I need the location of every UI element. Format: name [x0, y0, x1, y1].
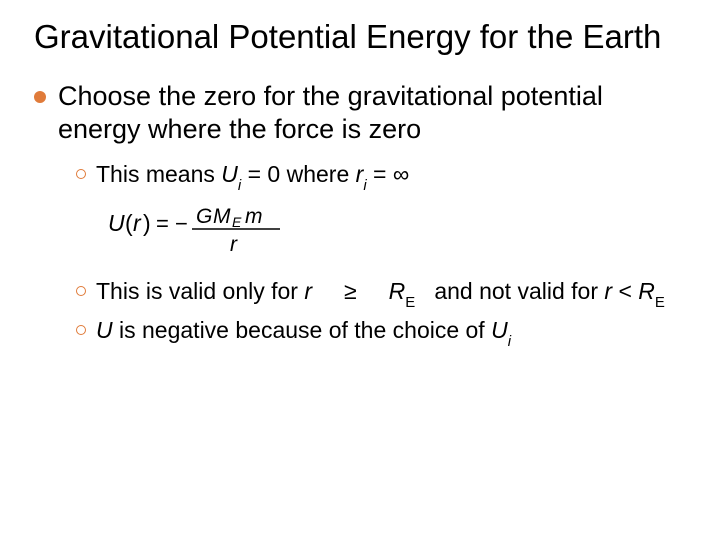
svg-text:=: =: [156, 211, 169, 236]
svg-text:(: (: [125, 210, 133, 236]
svg-text:G: G: [196, 205, 212, 228]
svg-text:m: m: [245, 205, 263, 228]
svg-text:): ): [143, 210, 151, 236]
svg-text:r: r: [230, 233, 238, 256]
bullet-level2-text: This means Ui = 0 where ri = ∞: [96, 160, 692, 193]
bullet-level2: This means Ui = 0 where ri = ∞: [76, 160, 692, 193]
bullet-level1: Choose the zero for the gravitational po…: [34, 80, 692, 146]
svg-text:−: −: [175, 211, 188, 236]
bullet-level2: U is negative because of the choice of U…: [76, 316, 692, 349]
svg-text:E: E: [232, 214, 242, 230]
bullet-level2: This is valid only for r ≥ RE and not va…: [76, 277, 692, 310]
bullet-level2-text: U is negative because of the choice of U…: [96, 316, 692, 349]
bullet-hollow-icon: [76, 286, 86, 296]
slide: Gravitational Potential Energy for the E…: [0, 0, 720, 540]
slide-title: Gravitational Potential Energy for the E…: [34, 18, 692, 56]
bullet-level2-text: This is valid only for r ≥ RE and not va…: [96, 277, 692, 310]
bullet-filled-icon: [34, 91, 46, 103]
formula: U ( r ) = − G M E m r: [108, 203, 692, 259]
svg-text:U: U: [108, 210, 125, 236]
bullet-hollow-icon: [76, 169, 86, 179]
bullet-hollow-icon: [76, 325, 86, 335]
svg-text:r: r: [133, 210, 142, 236]
bullet-level1-text: Choose the zero for the gravitational po…: [58, 80, 692, 146]
svg-text:M: M: [213, 205, 231, 228]
